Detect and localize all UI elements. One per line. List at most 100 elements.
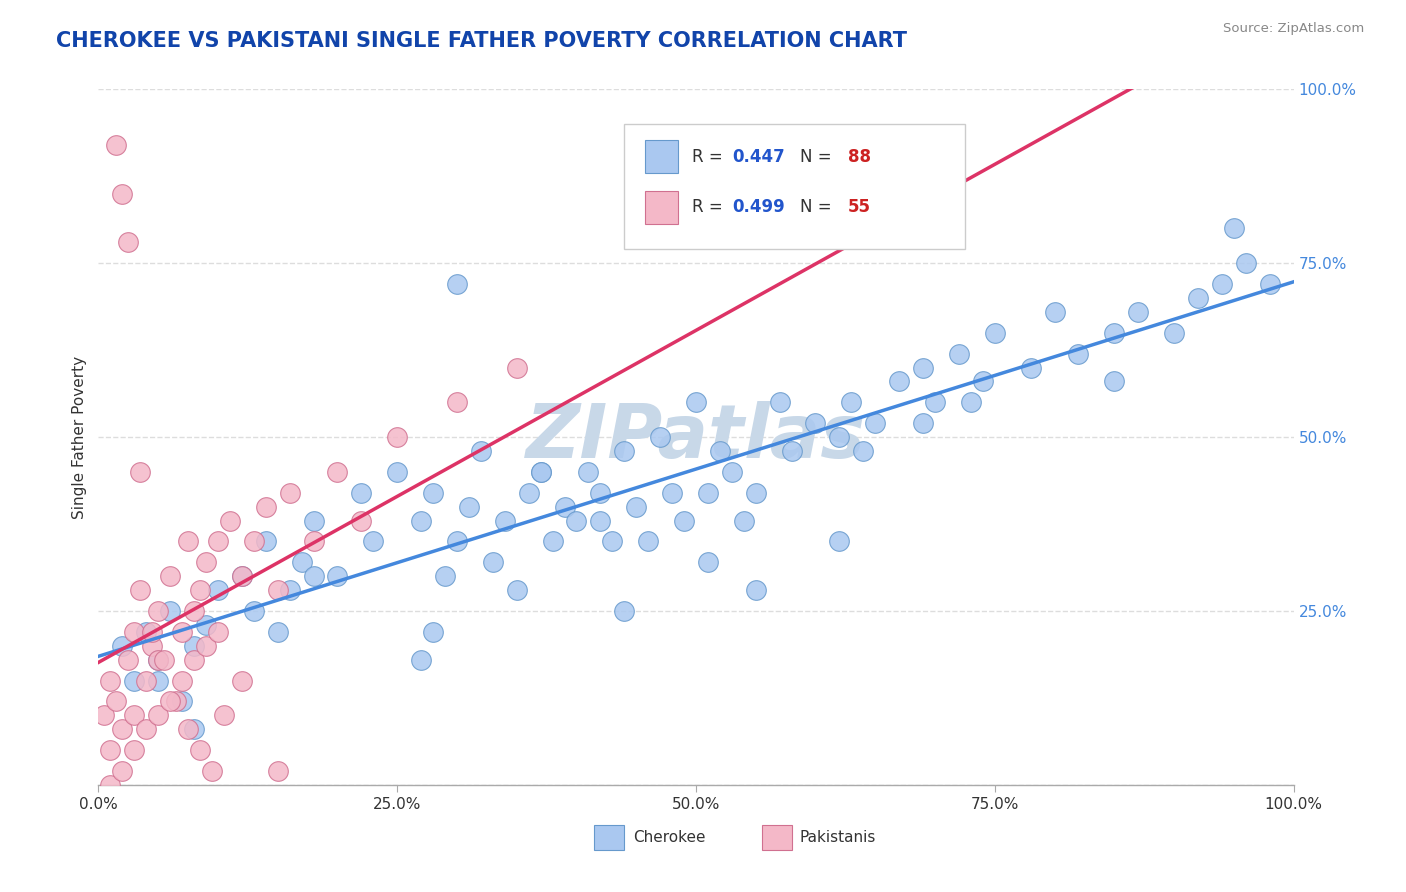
Point xyxy=(948,346,970,360)
Point xyxy=(207,624,229,639)
Point xyxy=(148,653,170,667)
Point xyxy=(183,653,205,667)
Text: Cherokee: Cherokee xyxy=(633,830,706,845)
Point xyxy=(111,764,134,778)
Point xyxy=(148,708,170,723)
Point xyxy=(291,555,314,569)
Point xyxy=(159,604,181,618)
Point xyxy=(183,639,205,653)
Point xyxy=(685,395,707,409)
Point xyxy=(195,639,218,653)
Point xyxy=(124,743,146,757)
Point xyxy=(177,723,200,737)
Text: ZIPatlas: ZIPatlas xyxy=(526,401,866,474)
Text: 88: 88 xyxy=(848,148,870,166)
Point xyxy=(153,653,176,667)
Point xyxy=(578,465,600,479)
Point xyxy=(278,583,301,598)
Point xyxy=(363,534,385,549)
Point xyxy=(865,416,887,430)
Point xyxy=(98,673,122,688)
Text: R =: R = xyxy=(692,148,728,166)
Point xyxy=(828,534,851,549)
Point xyxy=(780,444,803,458)
Point xyxy=(124,624,146,639)
Text: 55: 55 xyxy=(848,199,870,217)
Point xyxy=(1067,346,1090,360)
Point xyxy=(195,555,218,569)
Point xyxy=(188,583,211,598)
Point xyxy=(93,708,115,723)
Point xyxy=(960,395,983,409)
Point xyxy=(111,723,134,737)
Point xyxy=(852,444,875,458)
Point xyxy=(733,514,755,528)
Point xyxy=(254,500,277,514)
Text: 0.499: 0.499 xyxy=(733,199,785,217)
Point xyxy=(302,514,325,528)
Point xyxy=(1163,326,1185,340)
Point xyxy=(530,465,553,479)
Text: 0.447: 0.447 xyxy=(733,148,785,166)
Point xyxy=(254,534,277,549)
Point xyxy=(745,583,768,598)
Text: Pakistanis: Pakistanis xyxy=(800,830,876,845)
Point xyxy=(768,395,790,409)
Point xyxy=(141,624,163,639)
Point xyxy=(98,743,122,757)
Point xyxy=(207,583,229,598)
Point xyxy=(129,583,152,598)
Point xyxy=(148,604,170,618)
Point xyxy=(602,534,624,549)
Text: N =: N = xyxy=(800,199,837,217)
Point xyxy=(721,465,744,479)
Point xyxy=(98,778,122,792)
Point xyxy=(165,694,187,708)
Point xyxy=(243,534,266,549)
Point xyxy=(326,465,349,479)
Point xyxy=(201,764,224,778)
Point xyxy=(188,743,211,757)
Point xyxy=(172,694,194,708)
Point xyxy=(841,395,863,409)
Point xyxy=(1223,221,1246,235)
Point xyxy=(111,186,134,201)
Point xyxy=(422,485,444,500)
Point xyxy=(565,514,588,528)
Point xyxy=(148,673,170,688)
Point xyxy=(195,618,218,632)
Point xyxy=(434,569,457,583)
Point xyxy=(302,534,325,549)
Point xyxy=(129,465,152,479)
Point xyxy=(446,534,468,549)
Point xyxy=(911,360,934,375)
Point xyxy=(231,569,253,583)
Text: CHEROKEE VS PAKISTANI SINGLE FATHER POVERTY CORRELATION CHART: CHEROKEE VS PAKISTANI SINGLE FATHER POVE… xyxy=(56,31,907,51)
Point xyxy=(613,444,636,458)
Point xyxy=(804,416,827,430)
Bar xyxy=(644,140,678,173)
Point xyxy=(889,375,911,389)
Point xyxy=(267,583,290,598)
Point xyxy=(626,500,648,514)
Point xyxy=(231,569,253,583)
Point xyxy=(1187,291,1209,305)
Point xyxy=(172,624,194,639)
Point xyxy=(111,639,134,653)
Point xyxy=(117,653,139,667)
Point xyxy=(183,723,205,737)
Point xyxy=(1104,375,1126,389)
Point xyxy=(135,673,157,688)
Point xyxy=(446,395,468,409)
Point xyxy=(267,624,290,639)
Point xyxy=(141,639,163,653)
Point xyxy=(105,694,128,708)
Bar xyxy=(644,191,678,224)
Point xyxy=(411,653,433,667)
Point xyxy=(219,514,242,528)
Point xyxy=(541,534,564,549)
Point xyxy=(1019,360,1042,375)
Bar xyxy=(762,824,792,850)
Point xyxy=(243,604,266,618)
Point xyxy=(350,485,373,500)
